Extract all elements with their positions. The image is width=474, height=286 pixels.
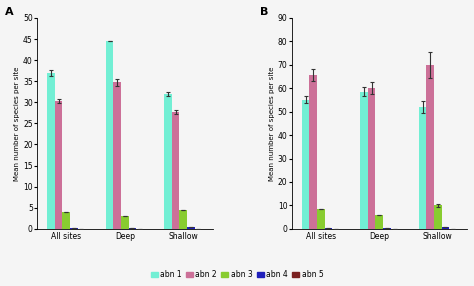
Bar bbox=[55, 101, 63, 229]
Bar bbox=[325, 228, 332, 229]
Bar bbox=[360, 92, 368, 229]
Bar bbox=[128, 228, 136, 229]
Text: B: B bbox=[260, 7, 268, 17]
Bar bbox=[121, 216, 128, 229]
Legend: abn 1, abn 2, abn 3, abn 4, abn 5: abn 1, abn 2, abn 3, abn 4, abn 5 bbox=[147, 267, 327, 282]
Y-axis label: Mean number of species per site: Mean number of species per site bbox=[269, 66, 275, 180]
Bar bbox=[164, 94, 172, 229]
Bar bbox=[63, 212, 70, 229]
Bar bbox=[302, 100, 310, 229]
Bar bbox=[70, 228, 78, 229]
Bar bbox=[180, 210, 187, 229]
Bar bbox=[187, 227, 195, 229]
Bar bbox=[442, 227, 449, 229]
Bar bbox=[419, 107, 427, 229]
Bar bbox=[368, 88, 375, 229]
Bar bbox=[106, 41, 113, 229]
Bar bbox=[113, 82, 121, 229]
Bar bbox=[375, 215, 383, 229]
Bar bbox=[47, 73, 55, 229]
Bar bbox=[172, 112, 180, 229]
Y-axis label: Mean number of species per site: Mean number of species per site bbox=[14, 66, 20, 180]
Bar bbox=[383, 228, 391, 229]
Bar bbox=[317, 209, 325, 229]
Bar bbox=[310, 75, 317, 229]
Bar bbox=[427, 65, 434, 229]
Text: A: A bbox=[5, 7, 14, 17]
Bar bbox=[434, 205, 442, 229]
